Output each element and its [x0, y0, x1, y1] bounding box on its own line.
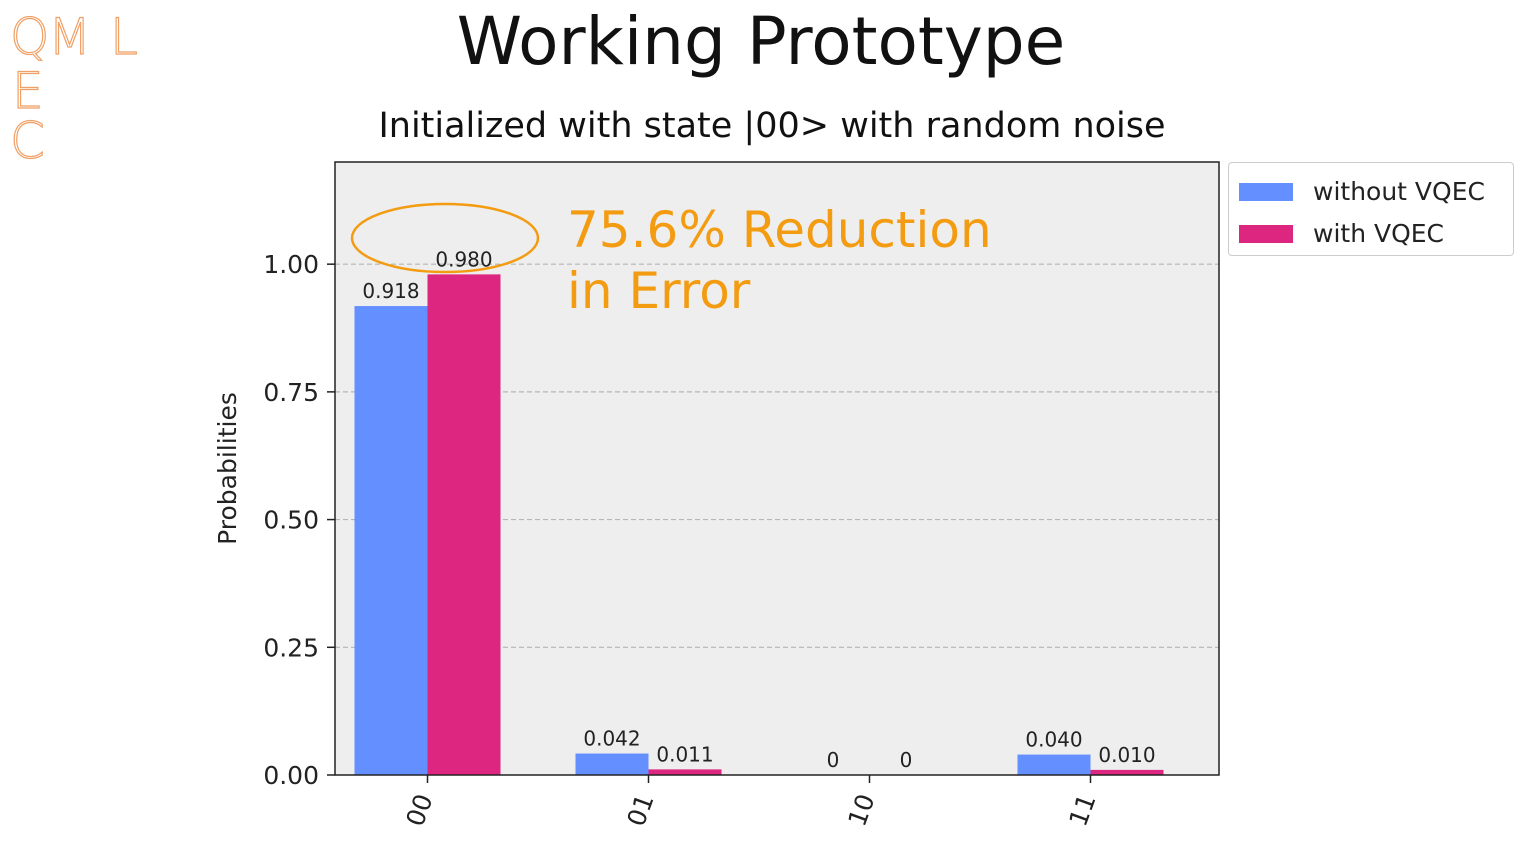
bar: [575, 753, 649, 775]
bar-value-label: 0.010: [1098, 743, 1155, 767]
bar-value-label: 0.040: [1025, 728, 1082, 752]
logo-letter-m: M: [47, 8, 92, 66]
y-tick-label: 1.00: [263, 250, 319, 279]
legend-swatch-with-vqec: [1239, 225, 1293, 243]
logo-letter-q: Q: [9, 8, 50, 66]
callout-line-1: 75.6% Reduction: [567, 201, 992, 259]
highlight-ellipse: [350, 202, 540, 274]
bar: [648, 769, 722, 775]
y-tick-label: 0.00: [263, 761, 319, 790]
bar-value-label: 0.011: [656, 742, 713, 766]
legend-label-without-vqec: without VQEC: [1313, 177, 1485, 206]
y-axis-label: Probabilities: [213, 392, 242, 545]
y-tick-label: 0.25: [263, 633, 319, 662]
bar-value-label: 0: [900, 748, 913, 772]
logo-letter-c: C: [9, 112, 45, 170]
qmlec-logo: Q M L E C: [9, 8, 160, 166]
logo-letter-l: L: [109, 8, 138, 66]
bar-value-label: 0.918: [362, 279, 419, 303]
x-tick-label: 00: [400, 790, 438, 830]
x-tick-label: 10: [842, 790, 880, 830]
bar: [1090, 769, 1164, 775]
bar: [354, 306, 428, 775]
bar: [427, 274, 501, 775]
bar-value-label: 0: [827, 748, 840, 772]
slide-title: Working Prototype: [456, 3, 1066, 80]
legend-swatch-without-vqec: [1239, 183, 1293, 201]
bar-value-label: 0.042: [583, 727, 640, 751]
error-reduction-callout: 75.6% Reduction in Error: [567, 200, 992, 322]
logo-letter-e: E: [11, 62, 44, 120]
plot-frame: [334, 161, 1220, 776]
y-tick-label: 0.50: [263, 506, 319, 535]
bar-value-label: 0.980: [435, 247, 492, 271]
x-tick-label: 01: [621, 790, 659, 830]
callout-line-2: in Error: [567, 262, 751, 320]
legend-label-with-vqec: with VQEC: [1313, 219, 1445, 248]
x-tick-label: 11: [1063, 790, 1101, 830]
bar: [1017, 754, 1091, 775]
chart-legend: without VQEC with VQEC: [1228, 162, 1514, 256]
y-tick-label: 0.75: [263, 378, 319, 407]
slide-subtitle: Initialized with state |00> with random …: [378, 106, 1166, 146]
